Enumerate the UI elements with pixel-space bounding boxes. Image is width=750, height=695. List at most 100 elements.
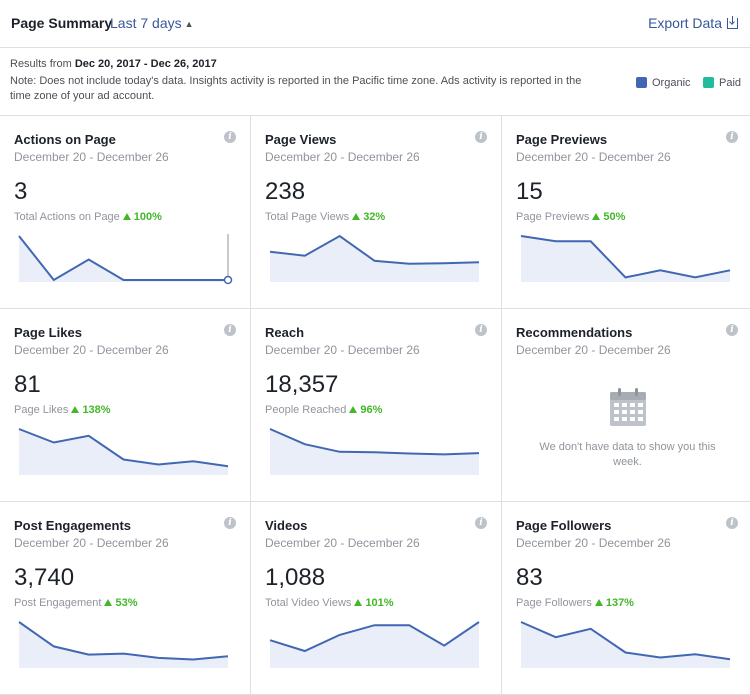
empty-state: We don't have data to show you this week… <box>502 387 750 470</box>
card-post-engagements[interactable]: Post Engagements December 20 - December 2… <box>0 502 251 695</box>
card-date-range: December 20 - December 26 <box>14 150 169 164</box>
sparkline-chart[interactable] <box>269 620 484 672</box>
change-percent: 138% <box>82 404 111 416</box>
info-icon[interactable]: i <box>224 131 236 143</box>
results-range-text: Results from Dec 20, 2017 - Dec 26, 2017 <box>10 58 217 70</box>
sparkline-chart[interactable] <box>18 620 233 672</box>
paid-swatch <box>703 77 714 88</box>
card-metric: Total Page Views 32% <box>265 211 385 223</box>
trend-up-icon <box>104 599 113 606</box>
card-metric: Page Followers 137% <box>516 597 634 609</box>
page-title: Page Summary <box>11 15 113 31</box>
download-icon <box>727 16 738 29</box>
info-icon[interactable]: i <box>726 324 738 336</box>
trend-up-icon <box>71 406 80 413</box>
change-percent: 101% <box>365 597 394 609</box>
card-recommendations[interactable]: Recommendations December 20 - December 26… <box>502 309 750 502</box>
info-icon[interactable]: i <box>475 324 487 336</box>
card-value: 18,357 <box>265 371 339 398</box>
organic-swatch <box>636 77 647 88</box>
trend-up-icon <box>354 599 363 606</box>
results-prefix: Results from <box>10 58 72 70</box>
change-percent: 100% <box>133 211 162 223</box>
sparkline-line <box>18 621 229 661</box>
card-date-range: December 20 - December 26 <box>265 536 420 550</box>
sparkline-line <box>520 621 731 661</box>
info-icon[interactable]: i <box>726 517 738 529</box>
change-percent: 50% <box>603 211 626 223</box>
sparkline-chart[interactable] <box>520 234 735 286</box>
card-page-previews[interactable]: Page Previews December 20 - December 26 i 1… <box>502 116 750 309</box>
card-actions-on-page[interactable]: Actions on Page December 20 - December 26… <box>0 116 251 309</box>
hover-point <box>223 275 233 285</box>
change-percent: 32% <box>363 211 386 223</box>
card-date-range: December 20 - December 26 <box>516 343 671 357</box>
sparkline-area <box>270 429 479 475</box>
card-value: 238 <box>265 178 306 205</box>
metric-label: Total Video Views <box>265 597 352 609</box>
sparkline-line <box>18 428 229 468</box>
change-percent: 53% <box>115 597 138 609</box>
legend-organic: Organic <box>636 77 691 89</box>
info-icon[interactable]: i <box>475 517 487 529</box>
export-data-link[interactable]: Export Data <box>648 15 738 31</box>
date-range-selector[interactable]: Last 7 days ▲︎ <box>110 15 194 31</box>
sparkline-chart[interactable] <box>269 234 484 286</box>
results-range: Dec 20, 2017 - Dec 26, 2017 <box>74 58 217 70</box>
card-metric: People Reached 96% <box>265 404 382 416</box>
metric-label: Total Page Views <box>265 211 350 223</box>
date-range-label: Last 7 days <box>110 15 182 31</box>
change-percent: 137% <box>605 597 634 609</box>
card-date-range: December 20 - December 26 <box>14 536 169 550</box>
trend-up-icon <box>592 213 601 220</box>
sparkline-line <box>269 621 480 653</box>
trend-up-icon <box>349 406 358 413</box>
card-title: Actions on Page <box>14 132 116 147</box>
sparkline-line <box>18 235 228 282</box>
card-title: Page Previews <box>516 132 608 147</box>
sparkline-line <box>269 234 480 265</box>
metric-label: Total Actions on Page <box>14 211 120 223</box>
change-percent: 96% <box>360 404 383 416</box>
export-data-label: Export Data <box>648 15 722 31</box>
card-title: Page Followers <box>516 518 612 533</box>
card-metric: Post Engagement 53% <box>14 597 137 609</box>
sparkline-area <box>19 429 228 475</box>
card-metric: Total Actions on Page 100% <box>14 211 162 223</box>
metric-label: Page Followers <box>516 597 592 609</box>
card-value: 3,740 <box>14 564 75 591</box>
sparkline-area <box>270 622 479 668</box>
results-info: Results from Dec 20, 2017 - Dec 26, 2017… <box>0 49 750 116</box>
card-value: 1,088 <box>265 564 326 591</box>
card-videos[interactable]: Videos December 20 - December 26 i 1,088 Tot… <box>251 502 502 695</box>
card-value: 15 <box>516 178 543 205</box>
sparkline-chart[interactable] <box>520 620 735 672</box>
info-icon[interactable]: i <box>475 131 487 143</box>
card-metric: Total Video Views 101% <box>265 597 394 609</box>
legend-paid: Paid <box>703 77 741 89</box>
card-title: Recommendations <box>516 325 633 340</box>
sparkline-chart[interactable] <box>18 234 233 286</box>
card-metric: Page Likes 138% <box>14 404 111 416</box>
metric-label: Page Likes <box>14 404 69 416</box>
timezone-note: Note: Does not include today's data. Ins… <box>10 75 582 102</box>
card-page-likes[interactable]: Page Likes December 20 - December 26 i 81 Pa… <box>0 309 251 502</box>
card-value: 3 <box>14 178 28 205</box>
metric-label: Post Engagement <box>14 597 102 609</box>
metric-label: People Reached <box>265 404 347 416</box>
info-icon[interactable]: i <box>726 131 738 143</box>
card-page-followers[interactable]: Page Followers December 20 - December 26 i… <box>502 502 750 695</box>
page-summary-header: Page Summary Last 7 days ▲︎ Export Data <box>0 0 750 48</box>
card-title: Videos <box>265 518 308 533</box>
card-page-views[interactable]: Page Views December 20 - December 26 i 238 T… <box>251 116 502 309</box>
sparkline-chart[interactable] <box>18 427 233 479</box>
sparkline-chart[interactable] <box>269 427 484 479</box>
info-icon[interactable]: i <box>224 324 236 336</box>
card-metric: Page Previews 50% <box>516 211 625 223</box>
card-value: 83 <box>516 564 543 591</box>
trend-up-icon <box>352 213 361 220</box>
card-date-range: December 20 - December 26 <box>516 536 671 550</box>
info-icon[interactable]: i <box>224 517 236 529</box>
card-reach[interactable]: Reach December 20 - December 26 i 18,357 Peo… <box>251 309 502 502</box>
card-title: Page Views <box>265 132 337 147</box>
